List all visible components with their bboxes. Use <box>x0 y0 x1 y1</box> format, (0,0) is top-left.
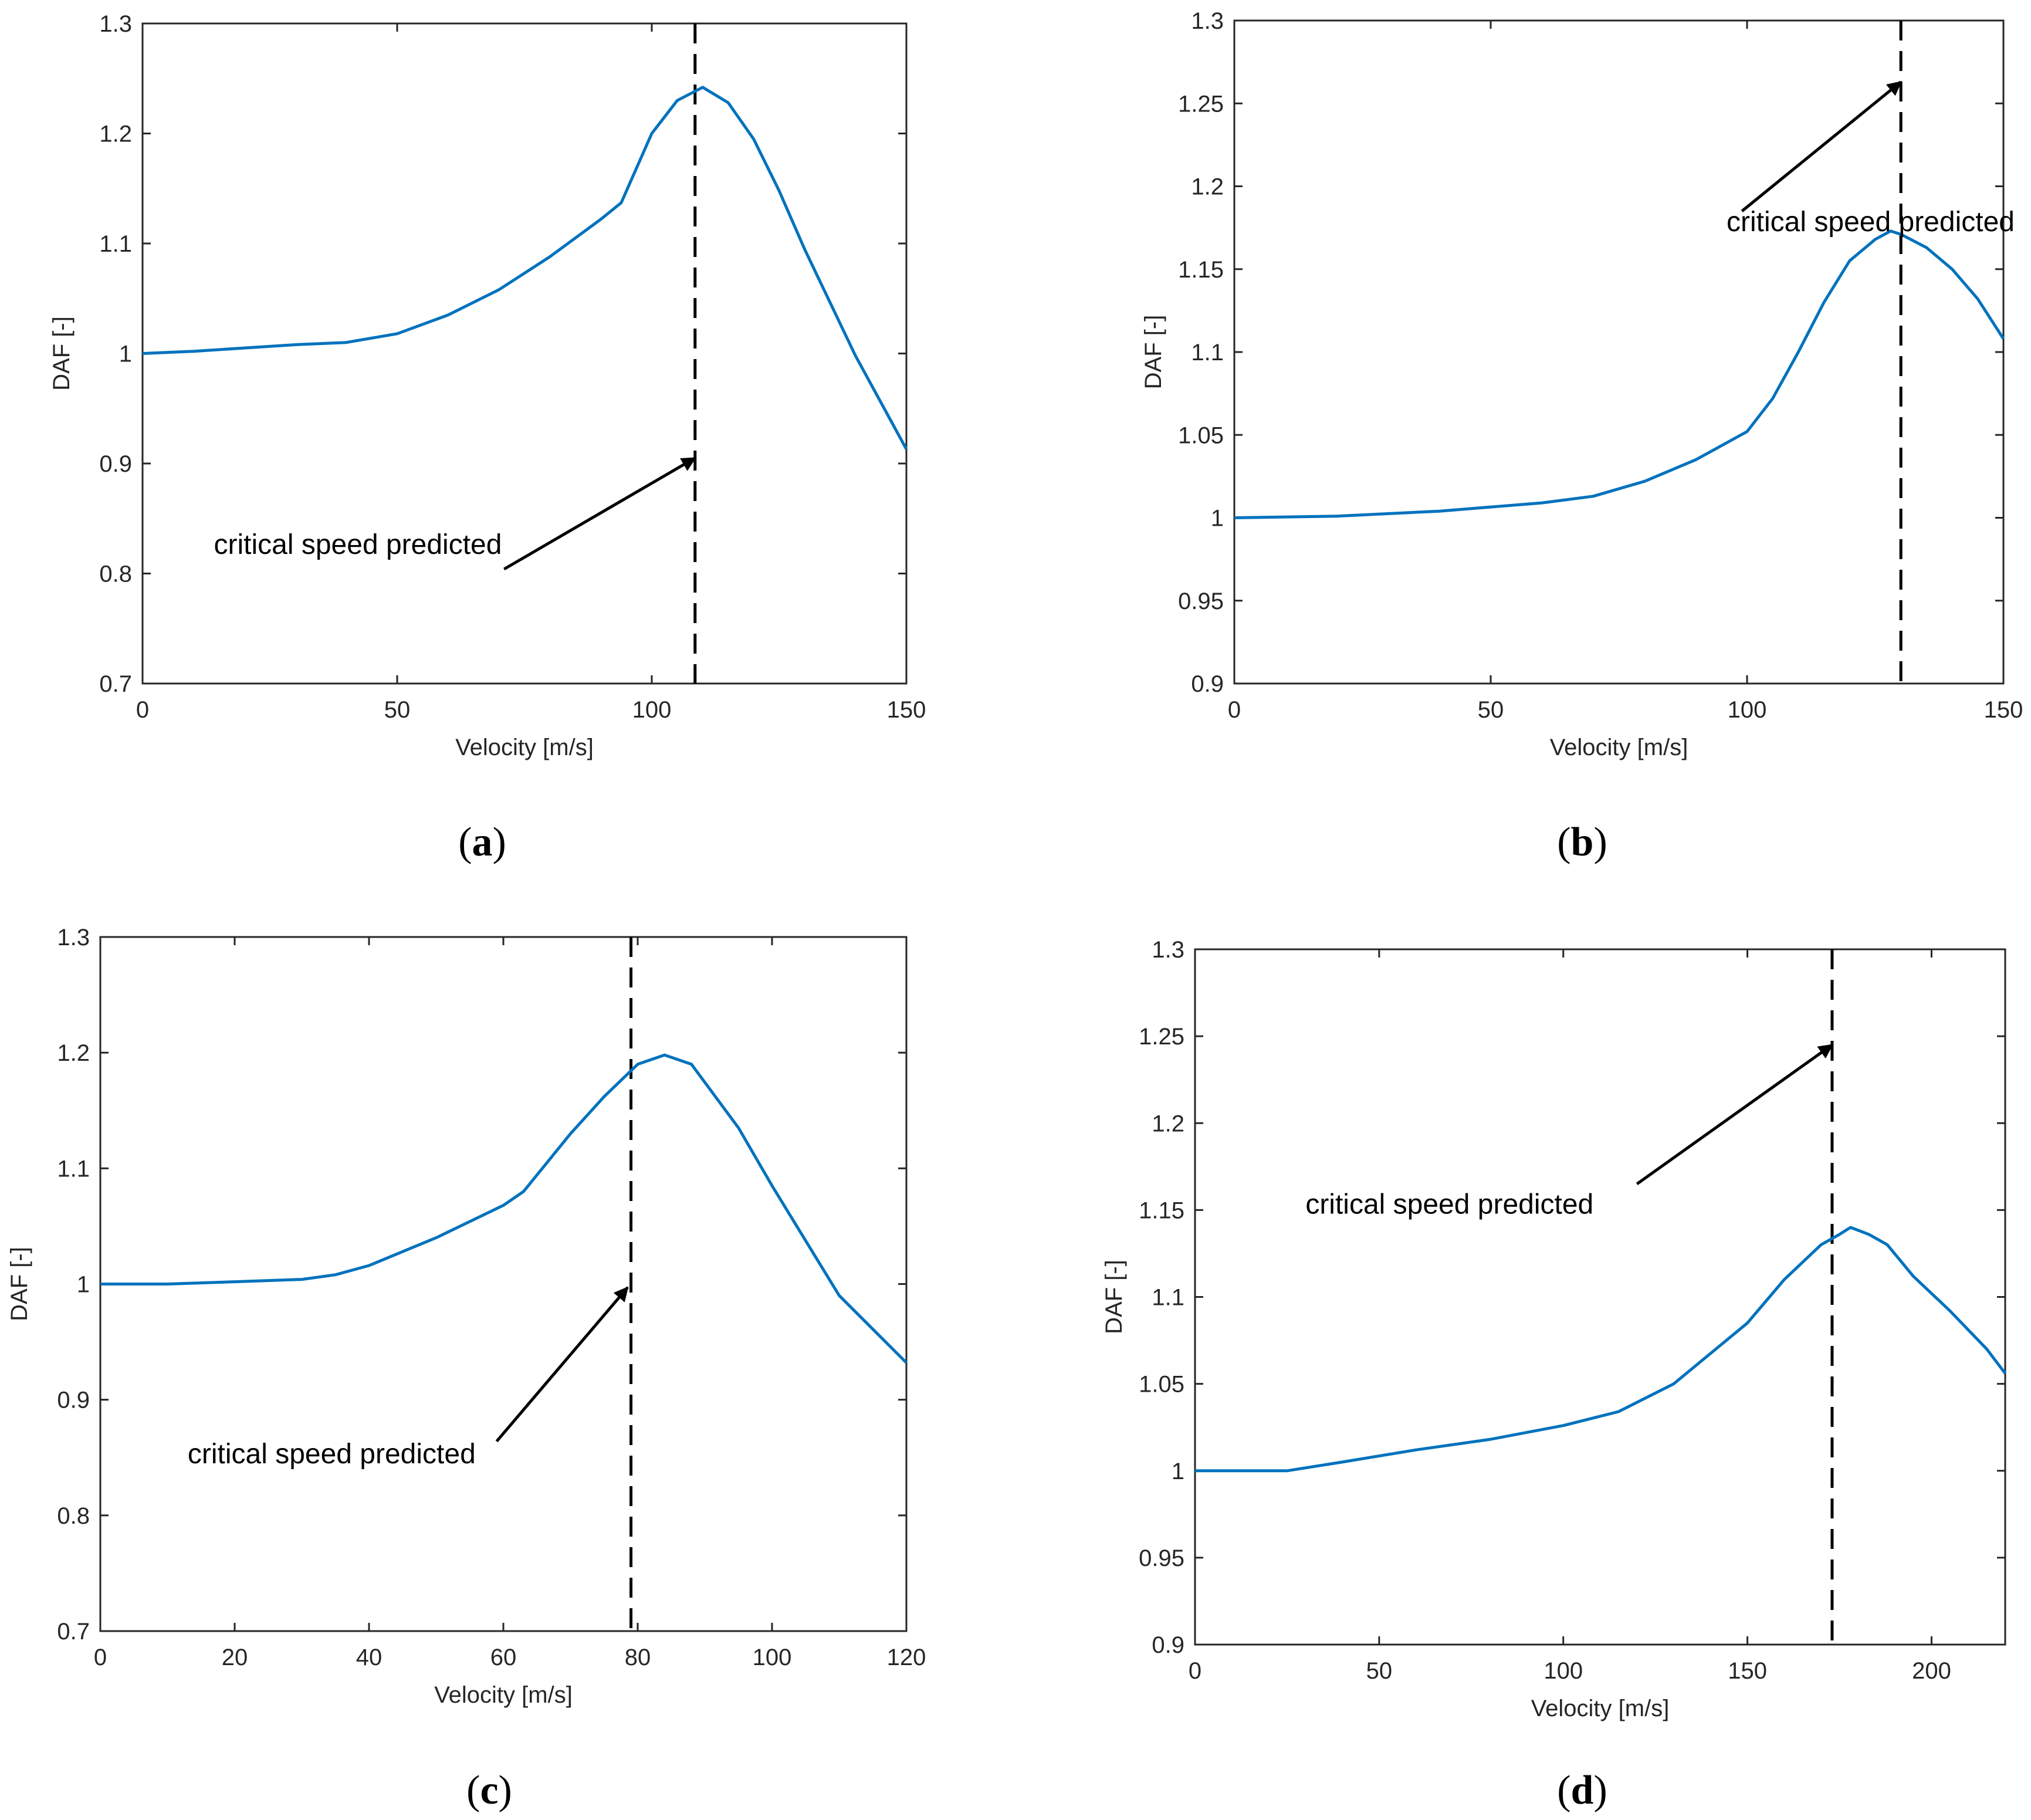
panel-a-daf-line <box>142 86 908 450</box>
panel-c-x-tick-label: 0 <box>94 1645 107 1670</box>
panel-c-x-tick-label: 20 <box>222 1645 248 1670</box>
panel-b-y-tick-label: 1.1 <box>1191 340 1224 366</box>
panel-a-x-tick-label: 0 <box>136 697 149 723</box>
panel-a-y-axis-title: DAF [-] <box>49 316 75 391</box>
panel-a-y-tick-label: 1.1 <box>99 231 132 257</box>
panel-c-y-tick-label: 0.8 <box>57 1503 90 1529</box>
panel-b-annotation-text: critical speed predicted <box>1727 207 2015 238</box>
panel-c-y-tick-label: 1.3 <box>57 925 90 950</box>
panel-d-daf-line <box>1195 1226 2006 1473</box>
panel-a-y-tick-label: 1 <box>119 341 132 367</box>
panel-d-caption: (d) <box>1557 1768 1607 1813</box>
chart-panel-d: 0 50 100 150 200 0.9 0.95 1 1.05 1.1 1.15 1.2 1.25 1.… <box>1101 937 2006 1721</box>
panel-a-y-tick-label: 1.3 <box>99 11 132 37</box>
panel-b-plot-area <box>1233 19 2005 685</box>
panel-b-x-tick-label: 100 <box>1728 697 1767 723</box>
panel-c-x-tick-label: 80 <box>625 1645 651 1670</box>
panel-c-y-tick-label: 1 <box>77 1272 90 1298</box>
panel-d-y-axis-title: DAF [-] <box>1101 1260 1127 1334</box>
chart-panel-b: 0 50 100 150 0.9 0.95 1 1.05 1.1 1.15 1.2 1.25 1.3 Ve… <box>1140 8 2023 760</box>
panel-c-plot-area <box>99 936 908 1632</box>
panel-d-x-tick-label: 200 <box>1912 1658 1951 1684</box>
panel-d-y-tick-label: 1.25 <box>1139 1024 1184 1050</box>
panel-a-y-tick-label: 0.7 <box>99 671 132 697</box>
panel-d-annotation-arrow <box>1636 1043 1834 1185</box>
panel-d-x-axis-title: Velocity [m/s] <box>1531 1696 1670 1721</box>
panel-b-y-tick-label: 1.25 <box>1178 91 1224 117</box>
panel-b-y-tick-label: 0.9 <box>1191 671 1224 697</box>
panel-c-x-axis-title: Velocity [m/s] <box>434 1682 573 1708</box>
panel-d-annotation-text: critical speed predicted <box>1305 1189 1593 1220</box>
panel-c-x-tick-label: 40 <box>356 1645 382 1670</box>
panel-d-plot-area <box>1194 948 2006 1646</box>
panel-c-annotation-arrow <box>495 1286 629 1443</box>
panel-c-y-axis-title: DAF [-] <box>6 1247 32 1321</box>
panel-a-letter: a <box>472 820 493 865</box>
panel-b-y-tick-label: 1.2 <box>1191 174 1224 200</box>
panel-c-y-tick-label: 0.9 <box>57 1388 90 1413</box>
panel-b-x-tick-label: 50 <box>1478 697 1504 723</box>
panel-a-y-tick-label: 0.9 <box>99 451 132 477</box>
panel-b-x-tick-label: 150 <box>1984 697 2023 723</box>
panel-b-y-tick-label: 0.95 <box>1178 588 1224 614</box>
panel-d-x-tick-label: 150 <box>1728 1658 1767 1684</box>
panel-c-x-tick-label: 60 <box>490 1645 517 1670</box>
panel-b-y-tick-label: 1 <box>1211 506 1224 532</box>
panel-b-annotation-arrow <box>1741 80 1903 212</box>
panel-c-y-tick-label: 1.1 <box>57 1156 90 1182</box>
panel-c-daf-line <box>100 1053 908 1364</box>
panel-d-x-tick-label: 100 <box>1543 1658 1583 1684</box>
panel-c-y-tick-label: 1.2 <box>57 1040 90 1066</box>
panel-a-plot-area <box>141 22 908 685</box>
panel-a-caption: (a) <box>458 820 506 865</box>
panel-b-y-tick-label: 1.15 <box>1178 257 1224 283</box>
panel-a-annotation-arrow <box>503 456 696 571</box>
panel-c-x-tick-label: 100 <box>753 1645 792 1670</box>
panel-d-x-tick-label: 50 <box>1366 1658 1393 1684</box>
panel-d-y-tick-label: 1 <box>1172 1459 1184 1484</box>
panel-c-annotation-text: critical speed predicted <box>188 1439 476 1470</box>
chart-panel-c: 0 20 40 60 80 100 120 0.7 0.8 0.9 1 1.1 1.2 1.3 Veloci… <box>6 925 926 1708</box>
panel-b-y-tick-label: 1.05 <box>1178 422 1224 448</box>
panel-a-x-tick-label: 100 <box>632 697 672 723</box>
panel-c-y-tick-label: 0.7 <box>57 1619 90 1645</box>
panel-c-x-tick-label: 120 <box>887 1645 926 1670</box>
chart-panel-a: 0 50 100 150 0.7 0.8 0.9 1 1.1 1.2 1.3 Velocity [m/… <box>49 11 926 760</box>
panel-b-letter: b <box>1571 820 1594 865</box>
panel-b-x-tick-label: 0 <box>1228 697 1241 723</box>
panel-c-letter: c <box>480 1768 498 1813</box>
panel-a-x-axis-title: Velocity [m/s] <box>455 735 594 760</box>
panel-d-y-tick-label: 1.3 <box>1152 937 1184 963</box>
panel-d-letter: d <box>1571 1768 1594 1813</box>
panel-b-x-axis-title: Velocity [m/s] <box>1550 735 1688 760</box>
panel-a-annotation-text: critical speed predicted <box>214 529 502 560</box>
panel-a-x-tick-label: 150 <box>887 697 926 723</box>
panel-d-y-tick-label: 0.95 <box>1139 1545 1184 1571</box>
panel-a-x-tick-label: 50 <box>384 697 411 723</box>
panel-d-y-tick-label: 1.05 <box>1139 1372 1184 1398</box>
panel-b-y-axis-title: DAF [-] <box>1140 315 1166 390</box>
panel-d-y-tick-label: 1.1 <box>1152 1285 1184 1311</box>
panel-b-y-tick-label: 1.3 <box>1191 8 1224 34</box>
panel-a-y-tick-label: 1.2 <box>99 121 132 147</box>
panel-b-caption: (b) <box>1557 820 1607 865</box>
panel-d-y-tick-label: 1.15 <box>1139 1197 1184 1223</box>
panel-b-daf-line <box>1234 229 2005 519</box>
panel-d-y-tick-label: 0.9 <box>1152 1632 1184 1658</box>
panel-d-y-tick-label: 1.2 <box>1152 1111 1184 1136</box>
panel-d-x-tick-label: 0 <box>1189 1658 1201 1684</box>
panel-c-caption: (c) <box>466 1768 512 1813</box>
panel-a-y-tick-label: 0.8 <box>99 561 132 587</box>
